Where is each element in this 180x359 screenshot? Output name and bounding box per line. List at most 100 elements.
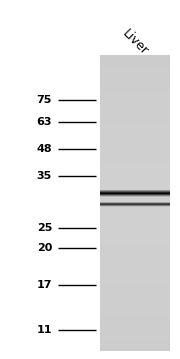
Bar — [100, 137, 170, 141]
Bar — [100, 99, 170, 103]
Text: 11: 11 — [37, 325, 52, 335]
Bar — [100, 179, 170, 182]
Bar — [100, 303, 170, 306]
Bar — [100, 273, 170, 277]
Bar — [100, 158, 170, 162]
Bar — [100, 347, 170, 350]
Bar — [100, 79, 170, 82]
Bar — [100, 238, 170, 241]
Bar — [100, 329, 170, 333]
Bar — [100, 102, 170, 106]
Bar — [100, 300, 170, 303]
Bar — [100, 226, 170, 229]
Bar — [100, 191, 170, 194]
Bar — [100, 276, 170, 280]
Bar — [100, 164, 170, 168]
Bar — [100, 250, 170, 253]
Bar — [100, 341, 170, 345]
Bar — [100, 73, 170, 76]
Bar — [100, 241, 170, 244]
Bar — [100, 202, 170, 203]
Bar — [100, 146, 170, 150]
Bar — [100, 211, 170, 215]
Bar — [100, 204, 170, 205]
Bar — [100, 173, 170, 177]
Bar — [100, 144, 170, 147]
Bar — [100, 202, 170, 203]
Bar — [100, 279, 170, 283]
Text: 63: 63 — [37, 117, 52, 127]
Bar — [100, 90, 170, 94]
Bar — [100, 229, 170, 233]
Bar — [100, 141, 170, 144]
Bar — [100, 70, 170, 73]
Bar — [100, 220, 170, 224]
Bar — [100, 191, 170, 192]
Bar — [100, 256, 170, 259]
Bar — [100, 265, 170, 268]
Bar — [100, 193, 170, 194]
Bar — [100, 318, 170, 321]
Bar — [100, 111, 170, 115]
Bar — [100, 176, 170, 180]
Bar — [100, 61, 170, 64]
Bar — [100, 84, 170, 88]
Bar — [100, 195, 170, 196]
Text: 75: 75 — [37, 95, 52, 105]
Bar — [100, 203, 170, 204]
Bar — [100, 194, 170, 197]
Bar — [100, 58, 170, 61]
Bar — [100, 294, 170, 297]
Text: 17: 17 — [37, 280, 52, 290]
Bar — [100, 253, 170, 256]
Bar — [100, 161, 170, 165]
Text: 20: 20 — [37, 243, 52, 253]
Bar — [100, 202, 170, 206]
Bar — [100, 203, 170, 204]
Bar — [100, 64, 170, 67]
Bar — [100, 282, 170, 286]
Bar — [100, 132, 170, 135]
Bar — [100, 117, 170, 120]
Bar — [100, 55, 170, 59]
Bar — [100, 194, 170, 195]
Bar — [100, 192, 170, 193]
Bar — [100, 306, 170, 309]
Bar — [100, 323, 170, 327]
Bar — [100, 205, 170, 206]
Bar — [100, 204, 170, 205]
Bar — [100, 232, 170, 236]
Bar — [100, 81, 170, 85]
Bar — [100, 314, 170, 318]
Bar — [100, 149, 170, 153]
Bar — [100, 204, 170, 205]
Bar — [100, 258, 170, 262]
Bar — [100, 185, 170, 188]
Text: Liver: Liver — [120, 27, 150, 57]
Bar — [100, 88, 170, 91]
Bar — [100, 203, 170, 204]
Bar — [100, 261, 170, 265]
Bar — [100, 170, 170, 173]
Text: 48: 48 — [36, 144, 52, 154]
Bar — [100, 190, 170, 191]
Bar — [100, 206, 170, 207]
Text: 35: 35 — [37, 171, 52, 181]
Bar — [100, 123, 170, 126]
Bar — [100, 194, 170, 195]
Bar — [100, 288, 170, 292]
Bar — [100, 190, 170, 191]
Bar — [100, 244, 170, 247]
Bar — [100, 135, 170, 138]
Bar — [100, 96, 170, 100]
Bar — [100, 197, 170, 200]
Bar — [100, 332, 170, 336]
Bar — [100, 285, 170, 289]
Bar — [100, 192, 170, 193]
Bar — [100, 217, 170, 221]
Bar — [100, 108, 170, 112]
Bar — [100, 105, 170, 109]
Bar — [100, 200, 170, 203]
Bar — [100, 205, 170, 206]
Bar — [100, 196, 170, 197]
